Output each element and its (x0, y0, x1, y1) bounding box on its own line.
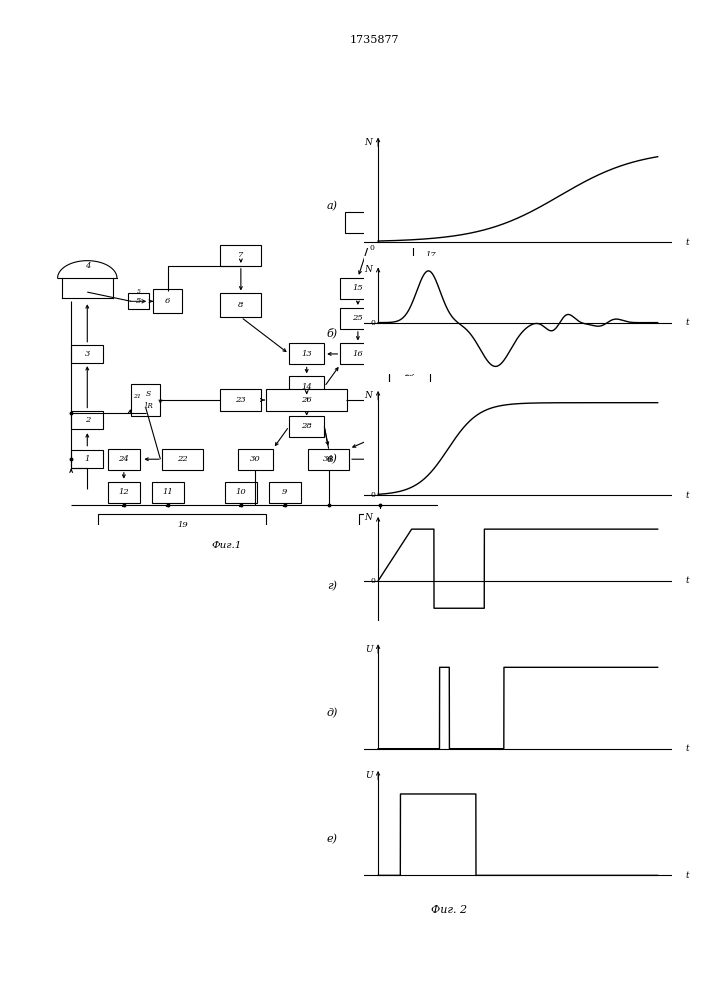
Bar (238, 449, 273, 470)
Text: 20: 20 (375, 521, 385, 529)
Text: 33: 33 (404, 455, 414, 463)
Text: 10: 10 (235, 488, 246, 496)
Text: 0: 0 (369, 244, 374, 252)
Text: N: N (365, 265, 373, 274)
Bar (107, 482, 140, 503)
Bar (221, 245, 262, 266)
Bar (71, 345, 103, 363)
Text: N: N (365, 138, 373, 147)
Text: 29: 29 (404, 370, 414, 378)
Bar (389, 449, 430, 470)
Bar (392, 278, 426, 299)
Text: 25: 25 (353, 314, 363, 322)
Text: 22: 22 (177, 455, 188, 463)
Text: 2: 2 (85, 416, 90, 424)
Text: 14: 14 (301, 383, 312, 391)
Bar (340, 343, 375, 364)
Bar (71, 411, 103, 429)
Text: 8: 8 (238, 301, 243, 309)
Text: 26: 26 (301, 396, 312, 404)
Text: в): в) (327, 454, 338, 465)
Bar (221, 389, 262, 411)
Text: б): б) (327, 327, 338, 338)
Bar (132, 384, 160, 416)
Text: U: U (365, 771, 373, 780)
Text: 12: 12 (119, 488, 129, 496)
Text: д): д) (327, 708, 338, 718)
Text: t: t (686, 318, 689, 327)
Bar (128, 293, 148, 309)
Text: N: N (365, 513, 373, 522)
Bar (153, 289, 182, 313)
Text: 18: 18 (404, 416, 414, 424)
Bar (289, 416, 325, 437)
Text: 0: 0 (370, 319, 375, 327)
Bar (151, 482, 184, 503)
Bar (359, 514, 400, 536)
Text: 0: 0 (370, 491, 375, 499)
Text: 17: 17 (426, 251, 436, 259)
Bar (345, 212, 400, 233)
Text: 0: 0 (370, 577, 375, 585)
Text: 16: 16 (353, 350, 363, 358)
Text: 32: 32 (404, 350, 414, 358)
Text: t: t (686, 238, 689, 247)
Text: 5: 5 (136, 297, 141, 305)
Text: t: t (686, 576, 689, 585)
Text: 30: 30 (250, 455, 261, 463)
Text: t: t (686, 744, 689, 753)
Text: N: N (365, 391, 373, 400)
Bar (414, 245, 448, 266)
Bar (389, 363, 430, 384)
Text: 9: 9 (282, 488, 288, 496)
Text: S: S (146, 390, 151, 398)
Text: U: U (365, 645, 373, 654)
Bar (269, 482, 301, 503)
Text: 23: 23 (235, 396, 246, 404)
Text: 7: 7 (238, 251, 243, 259)
Text: 11: 11 (163, 488, 173, 496)
Text: а): а) (327, 201, 338, 211)
Text: 24: 24 (119, 455, 129, 463)
Bar (71, 450, 103, 468)
Bar (340, 278, 375, 299)
Text: Фиг.1: Фиг.1 (211, 541, 241, 550)
Bar (162, 449, 203, 470)
Text: Фиг. 2: Фиг. 2 (431, 905, 467, 915)
Text: 1735877: 1735877 (350, 35, 399, 45)
Bar (98, 514, 267, 536)
Text: 27: 27 (367, 218, 378, 226)
Text: t: t (686, 871, 689, 880)
Bar (289, 376, 325, 397)
Text: г): г) (327, 581, 337, 591)
Text: 4: 4 (85, 262, 90, 270)
Text: 1: 1 (85, 455, 90, 463)
Text: 28: 28 (301, 422, 312, 430)
Text: 15: 15 (353, 284, 363, 292)
Text: 5: 5 (136, 289, 141, 294)
Bar (221, 293, 262, 317)
Bar (308, 449, 349, 470)
Bar (225, 482, 257, 503)
Bar (289, 343, 325, 364)
Text: 19: 19 (177, 521, 188, 529)
Text: 21: 21 (133, 394, 141, 399)
Bar (392, 409, 426, 430)
Bar (340, 308, 375, 329)
Text: 34: 34 (323, 455, 334, 463)
Bar (107, 449, 140, 470)
Text: t: t (686, 491, 689, 500)
Text: 6: 6 (165, 297, 170, 305)
Bar (392, 343, 426, 364)
Text: 1R: 1R (144, 402, 153, 410)
Bar (267, 389, 347, 411)
Text: 31: 31 (404, 284, 414, 292)
Text: 3: 3 (85, 350, 90, 358)
Text: 13: 13 (301, 350, 312, 358)
Text: е): е) (327, 834, 338, 845)
